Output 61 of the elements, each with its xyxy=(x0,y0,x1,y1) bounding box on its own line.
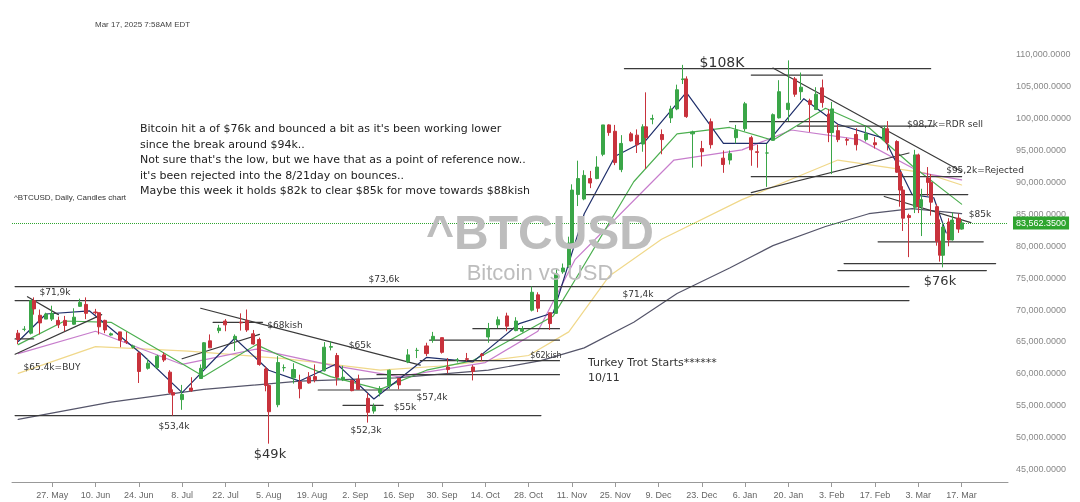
annotation: $71,9k xyxy=(39,287,72,297)
x-tick-label: 9. Dec xyxy=(645,489,672,500)
annotation: $85k xyxy=(968,209,992,219)
y-tick-label: 100,000.0000 xyxy=(1016,112,1072,123)
y-tick-label: 75,000.0000 xyxy=(1016,272,1067,283)
x-tick-label: 17. Feb xyxy=(859,489,891,500)
annotation: Turkey Trot Starts****** xyxy=(587,355,718,369)
annotation: $98,7k=RDR sell xyxy=(906,119,984,129)
y-tick-label: 50,000.0000 xyxy=(1016,432,1067,443)
x-tick-label: 28. Oct xyxy=(514,489,544,500)
annotation: $53,4k xyxy=(158,421,191,431)
x-tick-label: 25. Nov xyxy=(599,489,632,500)
annotation: Not sure that's the low, but we have that as a point of reference now.. xyxy=(140,153,526,166)
x-tick-label: 14. Oct xyxy=(470,489,501,500)
annotation: $76k xyxy=(923,272,957,288)
y-tick-label: 70,000.0000 xyxy=(1016,304,1067,315)
chart-subtitle: Mar 17, 2025 7:58AM EDT xyxy=(95,19,191,29)
annotation: it's been rejected into the 8/21day on bounces.. xyxy=(140,168,405,182)
x-tick-label: 10. Jun xyxy=(80,489,111,500)
x-tick-label: 30. Sep xyxy=(426,489,458,500)
annotation: Maybe this week it holds $82k to clear $85k for move towards $88kish xyxy=(140,184,530,197)
text: ^BTCUSD, Daily, Candles chart xyxy=(14,192,127,202)
x-tick-label: 11. Nov xyxy=(556,489,588,500)
x-tick-label: 5. Aug xyxy=(255,489,282,500)
annotation: $65k xyxy=(348,340,372,350)
annotation: $49k xyxy=(253,445,287,461)
x-tick-label: 27. May xyxy=(36,489,69,500)
x-tick-label: 3. Feb xyxy=(818,489,845,500)
x-tick-label: 20. Jan xyxy=(773,489,804,500)
annotation: $55k xyxy=(393,402,417,412)
annotation: $95,2k=Rejected xyxy=(946,165,1024,175)
annotation: $71,4k xyxy=(622,289,655,299)
annotation: 10/11 xyxy=(588,370,620,384)
x-tick-label: 17. Mar xyxy=(946,489,977,500)
y-tick-label: 110,000.0000 xyxy=(1016,49,1071,59)
x-tick-label: 6. Jan xyxy=(732,489,758,500)
x-tick-label: 2. Sep xyxy=(342,489,369,500)
y-tick-label: 105,000.0000 xyxy=(1016,80,1072,91)
y-tick-label: 60,000.0000 xyxy=(1016,368,1067,379)
ref-line-label: 83,562.3500 xyxy=(1016,217,1067,228)
x-tick-label: 23. Dec xyxy=(686,489,718,500)
annotation: $52,3k xyxy=(350,425,383,435)
y-tick-label: 55,000.0000 xyxy=(1016,400,1067,411)
x-tick-label: 22. Jul xyxy=(212,489,239,500)
annotation: $57,4k xyxy=(416,392,449,402)
x-tick-label: 24. Jun xyxy=(124,489,154,500)
x-tick-label: 8. Jul xyxy=(171,489,193,500)
y-tick-label: 95,000.0000 xyxy=(1016,144,1067,155)
x-tick-label: 3. Mar xyxy=(905,489,932,500)
x-tick-label: 16. Sep xyxy=(383,489,415,500)
y-tick-label: 45,000.0000 xyxy=(1016,464,1067,475)
annotation: $62kish xyxy=(530,350,562,360)
x-tick-label: 19. Aug xyxy=(296,489,328,500)
annotation: $68kish xyxy=(267,320,303,330)
annotation: $108K xyxy=(699,54,746,70)
y-tick-label: 90,000.0000 xyxy=(1016,176,1067,187)
annotation: since the break around $94k.. xyxy=(140,137,305,151)
y-tick-label: 80,000.0000 xyxy=(1016,240,1067,251)
annotation: $73,6k xyxy=(368,274,401,284)
y-tick-label: 65,000.0000 xyxy=(1016,336,1067,347)
annotation: Bitcoin hit a of $76k and bounced a bit as it's been working lower xyxy=(140,122,502,135)
